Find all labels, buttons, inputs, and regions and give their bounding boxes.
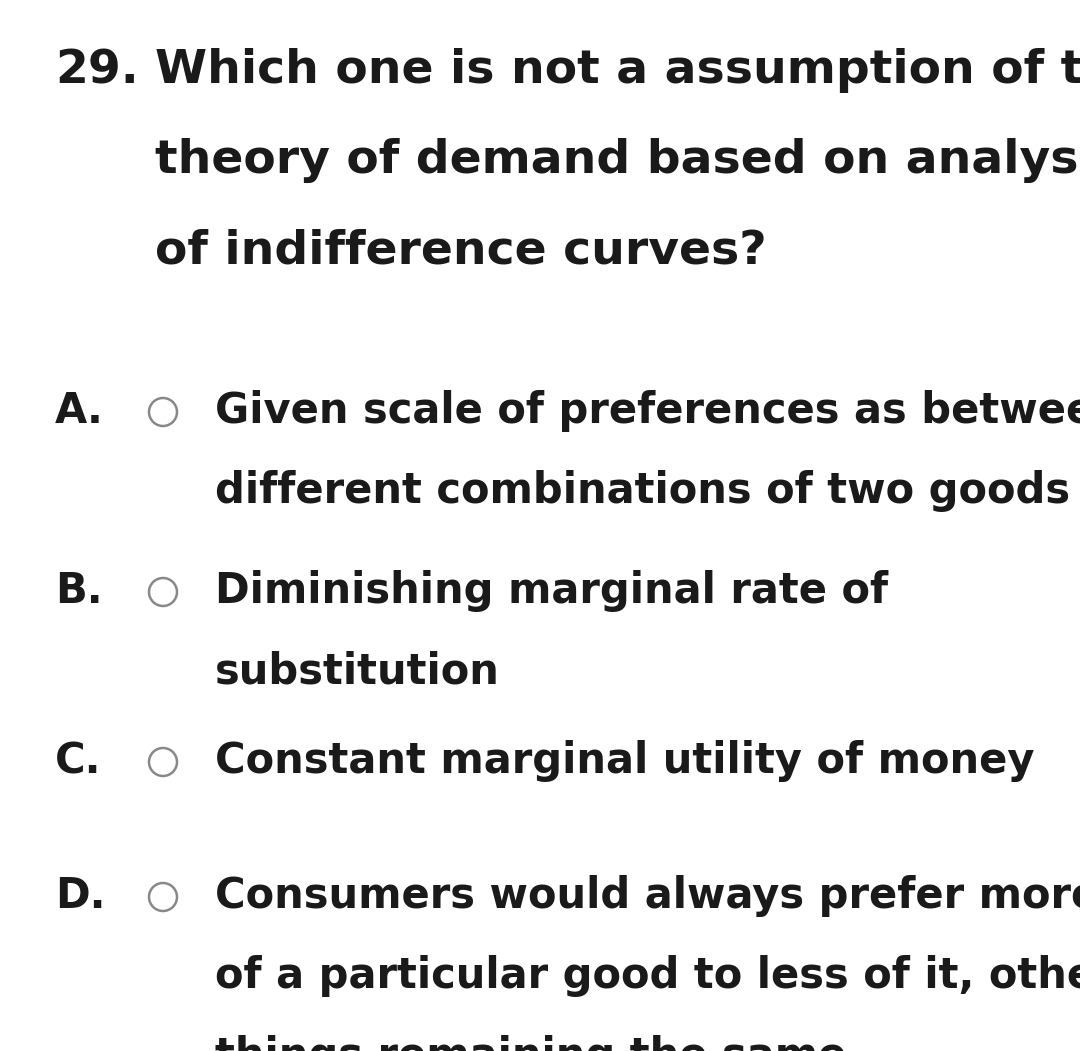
- Text: B.: B.: [55, 570, 103, 612]
- Text: theory of demand based on analysis: theory of demand based on analysis: [156, 138, 1080, 183]
- Text: Diminishing marginal rate of: Diminishing marginal rate of: [215, 570, 888, 612]
- Text: 29.: 29.: [55, 48, 138, 92]
- Text: Consumers would always prefer more: Consumers would always prefer more: [215, 875, 1080, 918]
- Text: Given scale of preferences as between: Given scale of preferences as between: [215, 390, 1080, 432]
- Text: of indifference curves?: of indifference curves?: [156, 228, 767, 273]
- Text: C.: C.: [55, 740, 102, 782]
- Text: D.: D.: [55, 875, 106, 918]
- Text: Which one is not a assumption of the: Which one is not a assumption of the: [156, 48, 1080, 92]
- Text: of a particular good to less of it, other: of a particular good to less of it, othe…: [215, 955, 1080, 997]
- Text: Constant marginal utility of money: Constant marginal utility of money: [215, 740, 1035, 782]
- Text: A.: A.: [55, 390, 104, 432]
- Text: things remaining the same: things remaining the same: [215, 1035, 847, 1051]
- Text: substitution: substitution: [215, 650, 500, 692]
- Text: different combinations of two goods: different combinations of two goods: [215, 470, 1070, 512]
